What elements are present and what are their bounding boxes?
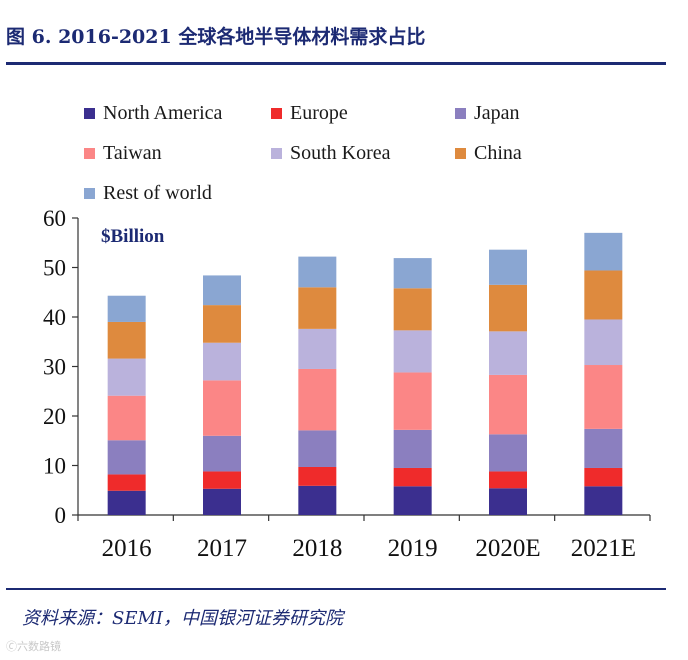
legend-label: North America [103,102,223,124]
watermark: 🄫六数路镜 [6,640,61,653]
y-tick-label: 20 [43,404,66,429]
legend-label: Rest of world [103,182,212,204]
bar-segment-rest-of-world [107,295,146,322]
bar-segment-japan [203,435,241,472]
legend-item-japan: Japan [455,102,520,125]
bar-segment-china [393,288,432,331]
bar-segment-north-america [489,488,527,515]
bar-segment-south-korea [393,330,432,373]
bar-segment-japan [107,440,146,475]
bar-segment-europe [393,467,432,487]
bar-segment-north-america [107,490,146,515]
legend-swatch [455,108,466,119]
legend-item-north-america: North America [84,102,222,125]
x-tick-label: 2021E [571,535,636,562]
bar-segment-south-korea [298,328,337,369]
bar-segment-taiwan [107,395,146,441]
legend-label: South Korea [290,142,391,164]
bar-segment-europe [489,471,527,489]
bar-segment-europe [107,474,146,491]
y-tick-label: 40 [43,305,66,330]
bar-segment-japan [489,434,527,472]
legend-swatch [84,188,95,199]
figure-title: 图 6. 2016-2021 全球各地半导体材料需求占比 [6,26,426,48]
bar-segment-taiwan [203,380,241,436]
bar-segment-rest-of-world [203,275,241,306]
bar-segment-rest-of-world [584,232,623,271]
legend-label: Japan [474,102,520,124]
legend-swatch [455,148,466,159]
bar-segment-rest-of-world [298,256,337,288]
source-divider [6,588,666,590]
legend-item-south-korea: South Korea [271,142,391,165]
legend-item-europe: Europe [271,102,348,125]
y-tick-label: 0 [55,503,67,528]
x-tick-label: 2016 [102,535,152,562]
legend-label: Taiwan [103,142,162,164]
x-tick-label: 2020E [475,535,540,562]
bar-segment-rest-of-world [489,249,527,285]
bar-segment-japan [298,430,337,467]
source-note: 资料来源：SEMI，中国银河证券研究院 [22,608,344,629]
bar-segment-japan [393,429,432,468]
bar-segment-china [584,270,623,320]
legend-swatch [84,148,95,159]
legend-item-rest-of-world: Rest of world [84,182,212,205]
bar-segment-rest-of-world [393,258,432,289]
x-tick-label: 2019 [388,535,438,562]
bar-segment-north-america [393,486,432,515]
bar-segment-taiwan [393,372,432,430]
bar-segment-europe [584,467,623,487]
legend-item-china: China [455,142,522,165]
bar-segment-south-korea [107,358,146,396]
title-divider [6,62,666,65]
x-tick-label: 2017 [197,535,247,562]
legend-swatch [271,148,282,159]
bar-segment-taiwan [298,368,337,431]
y-tick-label: 30 [43,355,66,380]
bar-segment-japan [584,428,623,468]
bar-segment-south-korea [489,331,527,375]
bar-segment-europe [203,471,241,489]
y-tick-label: 60 [43,206,66,231]
bar-segment-china [107,321,146,359]
unit-label: $Billion [101,226,165,247]
bar-segment-taiwan [489,374,527,435]
legend-swatch [271,108,282,119]
bar-segment-north-america [584,486,623,515]
bar-segment-china [298,287,337,329]
x-tick-label: 2018 [292,535,342,562]
bar-segment-south-korea [584,319,623,366]
bar-segment-north-america [203,488,241,515]
bar-segment-europe [298,466,337,486]
bar-segment-south-korea [203,342,241,381]
bar-segment-north-america [298,485,337,515]
y-tick-label: 10 [43,454,66,479]
bar-segment-china [489,284,527,332]
bar-segment-taiwan [584,365,623,429]
legend-swatch [84,108,95,119]
legend-label: Europe [290,102,348,124]
y-tick-label: 50 [43,256,66,281]
legend-label: China [474,142,522,164]
legend-item-taiwan: Taiwan [84,142,162,165]
bar-segment-china [203,305,241,343]
stacked-bar-chart: 0 10 20 30 40 50 60 2016 2017 2018 2019 2020E 2021E [43,206,651,562]
